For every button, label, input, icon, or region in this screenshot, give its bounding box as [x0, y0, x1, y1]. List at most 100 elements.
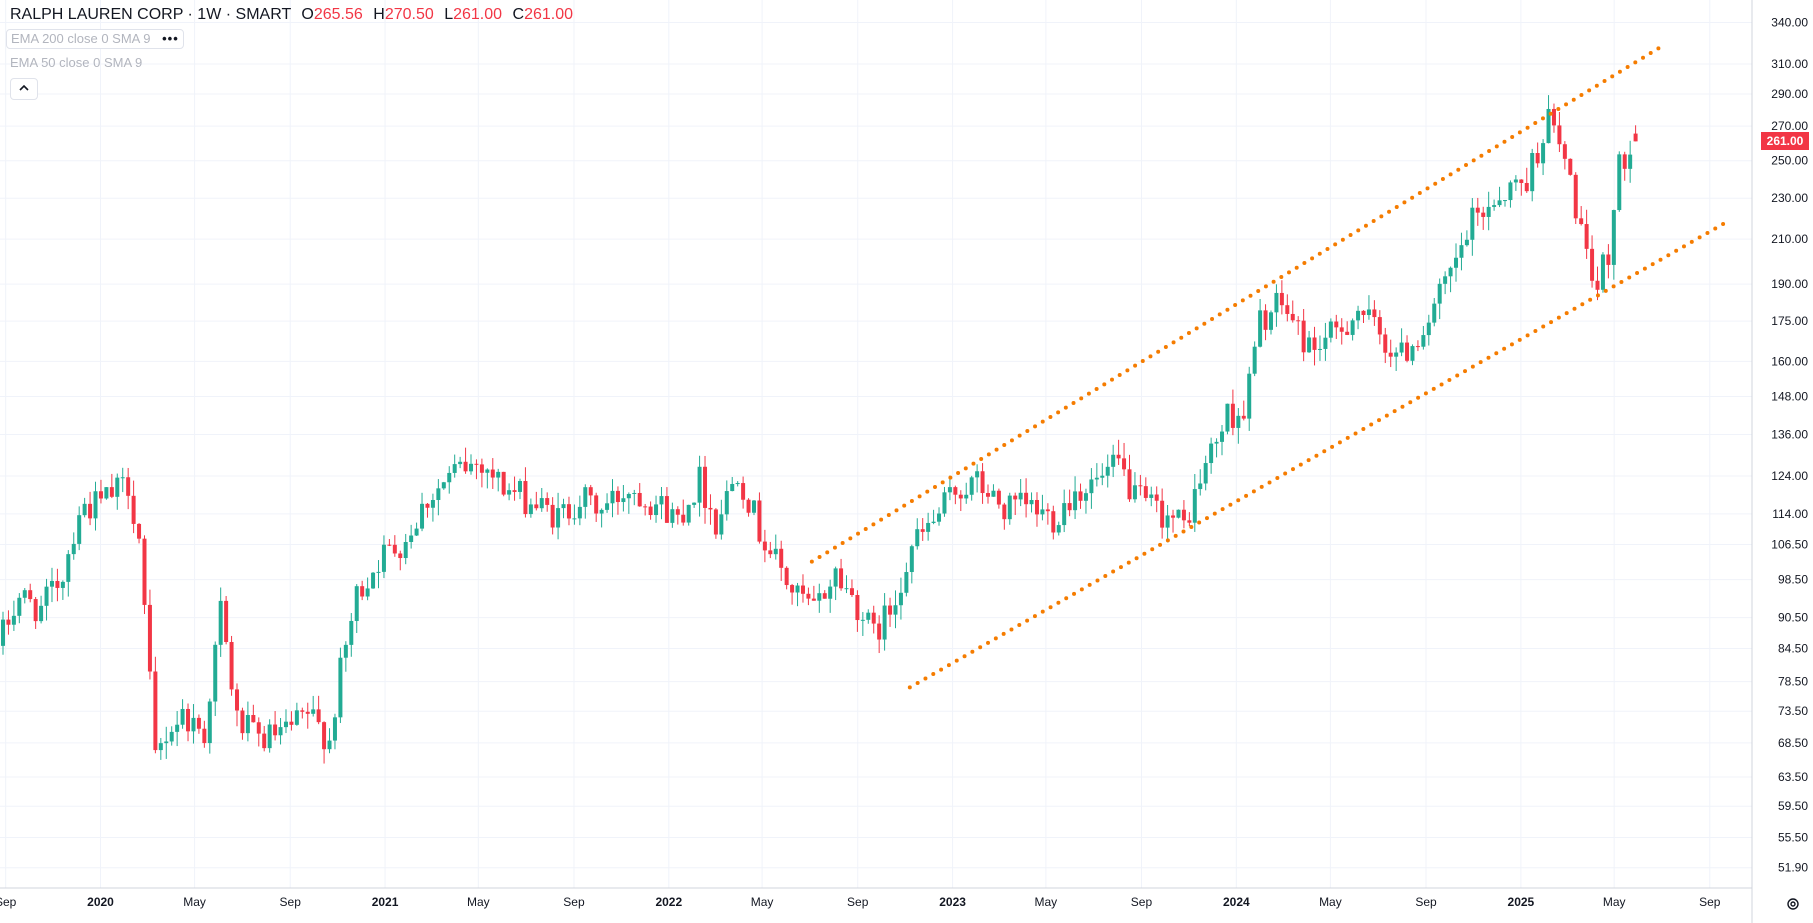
candle-body: [844, 588, 849, 590]
candle-body: [713, 509, 718, 535]
candle-body: [1192, 489, 1197, 523]
candle-body: [66, 554, 71, 582]
candle-body: [1492, 205, 1497, 207]
candle-body: [670, 509, 675, 523]
candle-body: [1029, 499, 1034, 505]
candle-body: [278, 727, 283, 736]
candle-body: [800, 585, 805, 594]
candle-body: [588, 487, 593, 496]
candle-body: [855, 595, 860, 621]
candle-body: [88, 503, 93, 519]
candle-body: [1535, 153, 1540, 164]
candle-body: [561, 504, 566, 509]
candle-body: [1247, 373, 1252, 419]
candle-body: [398, 553, 403, 559]
price-tick-label: 250.00: [1771, 154, 1808, 168]
candle-body: [196, 717, 201, 729]
candle-body: [991, 490, 996, 497]
candle-body: [1051, 511, 1056, 533]
high-label: H: [373, 6, 385, 23]
candle-body: [958, 494, 963, 499]
candle-body: [1557, 125, 1562, 145]
price-tick-label: 90.50: [1778, 611, 1808, 625]
candle-body: [643, 506, 648, 508]
candle-body: [1296, 320, 1301, 322]
candle-body: [425, 503, 430, 508]
candle-body: [1372, 309, 1377, 318]
more-options-icon[interactable]: •••: [162, 31, 179, 46]
candle-body: [126, 477, 131, 496]
candle-body: [1524, 182, 1529, 192]
candle-body: [131, 495, 136, 524]
price-tick-label: 160.00: [1771, 354, 1808, 368]
price-tick-label: 59.50: [1778, 799, 1808, 813]
candle-body: [1470, 207, 1475, 240]
time-tick-label: 2023: [939, 895, 966, 909]
candle-body: [1546, 108, 1551, 144]
candle-body: [572, 518, 577, 520]
candle-body: [893, 605, 898, 615]
candle-body: [1214, 441, 1219, 444]
candle-body: [1573, 174, 1578, 219]
candle-body: [1443, 276, 1448, 284]
candle-body: [817, 593, 822, 601]
candle-body: [463, 461, 468, 472]
candle-body: [1285, 305, 1290, 314]
candle-body: [741, 483, 746, 500]
candle-body: [1154, 494, 1159, 501]
candle-body: [479, 464, 484, 473]
candle-body: [1366, 309, 1371, 316]
candle-body: [1089, 479, 1094, 494]
time-tick-label: May: [1319, 895, 1342, 909]
candle-body: [1481, 212, 1486, 217]
candle-body: [822, 593, 827, 599]
candle-body: [49, 580, 54, 587]
candle-body: [1415, 346, 1420, 348]
candle-body: [267, 724, 272, 749]
candle-body: [632, 492, 637, 494]
candle-body: [289, 721, 294, 725]
candle-body: [1356, 310, 1361, 321]
candle-body: [1268, 312, 1273, 330]
price-tick-label: 55.50: [1778, 831, 1808, 845]
candle-body: [762, 541, 767, 551]
symbol-title: RALPH LAUREN CORP · 1W · SMART: [10, 6, 291, 23]
indicator-ema50-label: EMA 50 close 0 SMA 9: [10, 55, 143, 70]
candle-body: [686, 504, 691, 523]
candle-body: [1622, 154, 1627, 169]
candle-body: [931, 521, 936, 523]
candle-body: [1475, 207, 1480, 213]
candle-body: [692, 502, 697, 505]
candle-body: [1437, 283, 1442, 304]
price-tick-label: 210.00: [1771, 232, 1808, 246]
candle-body: [724, 491, 729, 515]
price-tick-label: 73.50: [1778, 704, 1808, 718]
candle-body: [294, 710, 299, 725]
candle-body: [1383, 334, 1388, 353]
time-tick-label: 2021: [372, 895, 399, 909]
candle-body: [1600, 254, 1605, 290]
candle-body: [365, 588, 370, 597]
candle-body: [1562, 144, 1567, 159]
candle-body: [833, 568, 838, 587]
candle-body: [1611, 210, 1616, 265]
time-tick-label: Sep: [280, 895, 302, 909]
candle-body: [1013, 495, 1018, 500]
candle-body: [77, 515, 82, 544]
candle-body: [1519, 179, 1524, 183]
gear-icon[interactable]: [1785, 896, 1801, 915]
candle-body: [1513, 179, 1518, 183]
candle-body: [158, 743, 163, 751]
candle-body: [610, 490, 615, 504]
candle-body: [1138, 485, 1143, 487]
candle-body: [904, 572, 909, 593]
candle-body: [583, 487, 588, 507]
candle-body: [779, 548, 784, 568]
chevron-up-icon[interactable]: [10, 78, 38, 100]
indicator-ema50[interactable]: EMA 50 close 0 SMA 9: [10, 55, 142, 70]
candle-body: [975, 471, 980, 478]
candle-body: [104, 487, 109, 499]
candle-body: [599, 509, 604, 514]
indicator-ema200[interactable]: EMA 200 close 0 SMA 9 •••: [6, 29, 184, 49]
